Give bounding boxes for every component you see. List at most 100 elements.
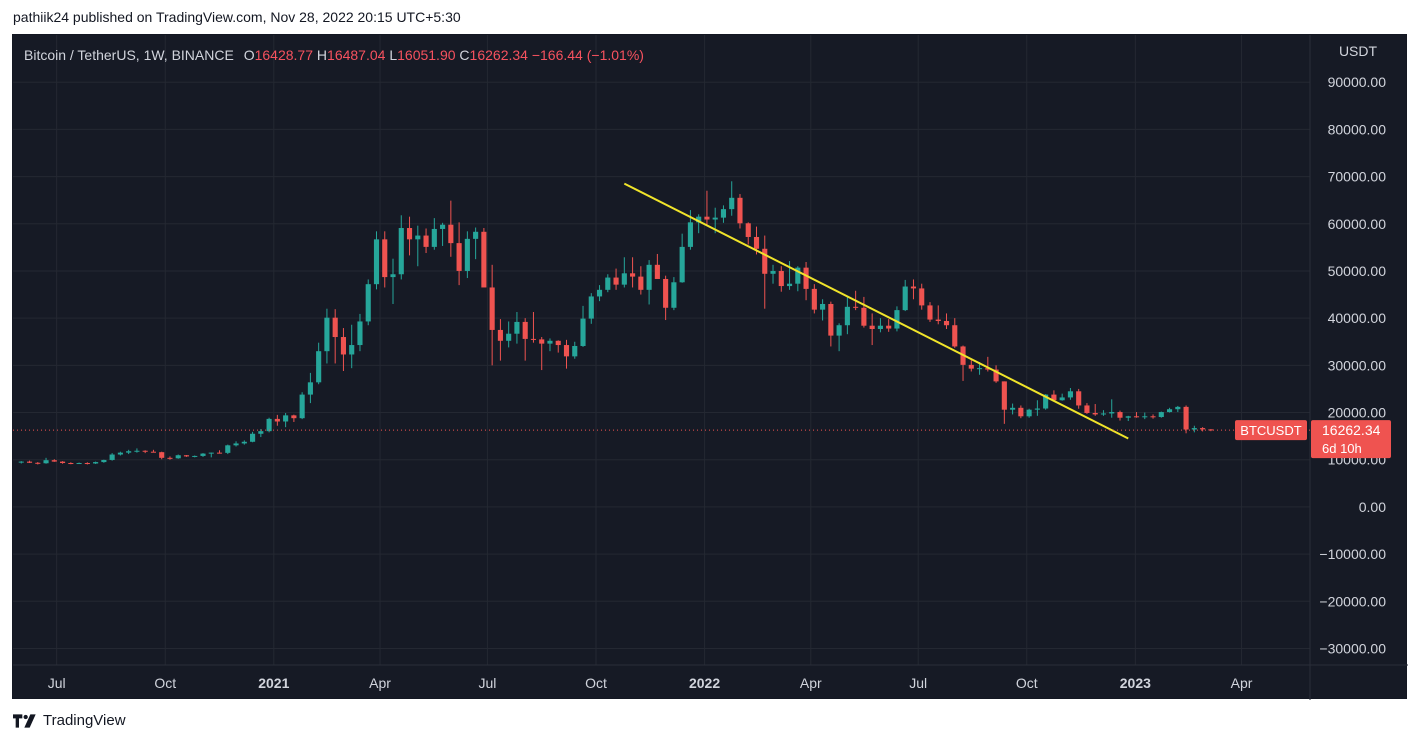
candle-body: [596, 289, 603, 297]
candle-body: [175, 455, 181, 459]
candle-up: [126, 449, 132, 455]
candle-up: [117, 451, 123, 456]
candle-body: [481, 231, 487, 288]
y-tick-label: 50000.00: [1328, 263, 1387, 279]
candle-body: [1175, 406, 1181, 410]
y-tick-label: 0.00: [1359, 499, 1386, 515]
candle-body: [522, 321, 528, 339]
tradingview-logo-icon: [13, 713, 36, 728]
candle-body: [316, 351, 322, 383]
candle-up: [1010, 403, 1016, 415]
candle-down: [1084, 403, 1090, 414]
candle-body: [968, 364, 974, 369]
candle-body: [1059, 397, 1065, 401]
candle-body: [291, 415, 297, 419]
candle-body: [423, 235, 429, 247]
candle-body: [605, 277, 611, 290]
candle-body: [861, 307, 867, 326]
candle-down: [26, 460, 33, 464]
candle-body: [274, 418, 280, 422]
candle-down: [803, 261, 809, 301]
candle-up: [473, 227, 479, 260]
candle-body: [1051, 394, 1057, 401]
candle-up: [580, 305, 586, 347]
candle-body: [1200, 428, 1206, 430]
legend-low: 16051.90: [397, 47, 456, 63]
grid: [13, 35, 1310, 665]
candle-body: [200, 453, 206, 456]
overlays: BTCUSDT 16262.34 6d 10h: [13, 182, 1391, 459]
candle-down: [886, 319, 892, 332]
candle-body: [778, 270, 784, 287]
candle-body: [398, 228, 404, 275]
candle-up: [836, 323, 842, 352]
symbol-badge-text: BTCUSDT: [1240, 423, 1301, 438]
candle-down: [1183, 405, 1189, 434]
candle-down: [448, 200, 454, 257]
candle-body: [464, 238, 470, 271]
candle-body: [241, 441, 247, 444]
candlestick-chart[interactable]: 90000.00 80000.00 70000.00 60000.00 50000.00…: [13, 35, 1408, 700]
candle-body: [952, 325, 958, 347]
candle-body: [630, 273, 636, 277]
x-tick-label: 2023: [1120, 675, 1151, 691]
candle-up: [349, 324, 355, 369]
candle-down: [456, 222, 462, 286]
x-tick-label: 2022: [689, 675, 720, 691]
candle-body: [572, 345, 578, 357]
candle-down: [1092, 404, 1098, 416]
candle-body: [225, 445, 231, 453]
y-tick-label: −30000.00: [1319, 640, 1386, 656]
candle-body: [340, 337, 347, 355]
candle-up: [101, 459, 107, 463]
candle-body: [646, 264, 652, 290]
candle-down: [1150, 414, 1156, 419]
candle-body: [737, 197, 743, 224]
y-tick-label: 60000.00: [1328, 216, 1387, 232]
price-badge-countdown: 6d 10h: [1322, 441, 1362, 456]
candle-body: [1109, 412, 1115, 414]
candle-body: [93, 462, 99, 464]
price-badge: [1311, 420, 1391, 459]
candle-body: [696, 216, 702, 223]
candle-down: [861, 296, 867, 328]
candle-up: [192, 455, 198, 458]
candle-body: [1018, 407, 1024, 417]
candle-body: [406, 228, 413, 240]
candle-down: [51, 459, 57, 462]
x-tick-label: Jul: [48, 675, 66, 691]
candle-body: [26, 461, 33, 463]
candle-up: [547, 338, 553, 352]
candle-down: [968, 358, 974, 372]
candle-up: [225, 444, 231, 455]
candle-body: [1092, 413, 1098, 415]
candle-down: [142, 450, 148, 454]
candle-body: [142, 450, 148, 452]
candle-body: [126, 451, 132, 453]
x-tick-label: Apr: [1231, 675, 1253, 691]
currency-label: USDT: [1339, 43, 1378, 59]
price-badge-value: 16262.34: [1322, 422, 1381, 438]
candle-up: [696, 214, 702, 234]
candle-body: [919, 288, 925, 306]
candle-body: [489, 287, 495, 330]
candle-down: [828, 301, 834, 347]
candle-up: [596, 285, 603, 302]
candle-body: [935, 319, 941, 321]
candle-down: [423, 228, 429, 254]
chart-panel[interactable]: 90000.00 80000.00 70000.00 60000.00 50000.00…: [12, 34, 1408, 700]
x-tick-label: Oct: [154, 675, 176, 691]
candle-body: [853, 306, 859, 308]
candle-body: [150, 451, 157, 453]
candle-body: [1208, 429, 1214, 431]
candle-body: [332, 317, 338, 338]
candle-body: [886, 325, 892, 329]
symbol-legend: Bitcoin / TetherUS, 1W, BINANCE O16428.7…: [24, 47, 644, 63]
candle-down: [704, 190, 710, 226]
candle-body: [663, 278, 669, 308]
candle-down: [985, 356, 991, 372]
candle-body: [51, 460, 57, 462]
y-tick-label: 40000.00: [1328, 310, 1387, 326]
candle-down: [943, 313, 950, 329]
candle-body: [299, 394, 305, 419]
